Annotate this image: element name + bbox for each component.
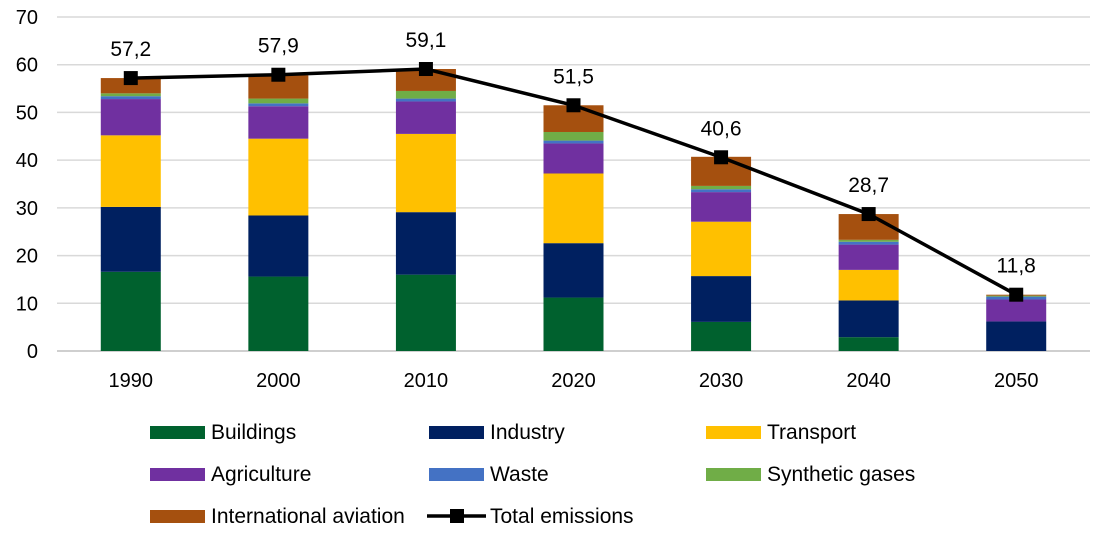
- legend-swatch: [150, 426, 205, 439]
- legend-label: Transport: [767, 421, 856, 444]
- bar-segment: [100, 271, 161, 351]
- total-emissions-point: [714, 150, 729, 165]
- legend-label: Agriculture: [211, 463, 311, 486]
- bar-segment: [100, 206, 161, 272]
- bar-segment: [691, 189, 752, 193]
- x-tick-label: 2010: [404, 370, 449, 392]
- bar-segment: [691, 192, 752, 222]
- data-label: 28,7: [848, 174, 889, 197]
- legend-swatch: [429, 468, 484, 481]
- bar-segment: [691, 276, 752, 322]
- y-tick-label: 20: [16, 246, 38, 268]
- x-tick-label: 2040: [846, 370, 891, 392]
- data-label: 57,2: [110, 38, 151, 61]
- legend-label: International aviation: [211, 505, 405, 528]
- stacked-bars: [100, 69, 1047, 351]
- legend-swatch: [706, 426, 761, 439]
- total-emissions-point: [123, 71, 138, 86]
- bar-segment: [838, 239, 899, 242]
- total-emissions-point: [566, 98, 581, 113]
- legend-swatch: [150, 468, 205, 481]
- x-tick-label: 2020: [551, 370, 596, 392]
- total-emissions-point: [271, 67, 286, 82]
- legend-label: Synthetic gases: [767, 463, 915, 486]
- legend-marker: [450, 509, 464, 523]
- bar-segment: [248, 103, 309, 107]
- x-tick-label: 2030: [699, 370, 744, 392]
- bar-segment: [543, 140, 604, 144]
- bar-segment: [838, 241, 899, 245]
- bar-segment: [838, 244, 899, 270]
- y-tick-label: 0: [27, 341, 38, 363]
- x-tick-label: 2050: [994, 370, 1039, 392]
- legend-swatch: [706, 468, 761, 481]
- bar-segment: [543, 131, 604, 141]
- y-tick-label: 60: [16, 55, 38, 77]
- x-axis: 1990 2000 2010 2020 2030 2040 2050: [109, 370, 1039, 392]
- data-label: 40,6: [701, 117, 742, 140]
- bar-segment: [543, 143, 604, 174]
- total-emissions-point: [1009, 287, 1024, 302]
- bar-segment: [543, 243, 604, 298]
- bar-segment: [838, 337, 899, 351]
- bar-segment: [543, 173, 604, 244]
- data-labels: 57,2 57,9 59,1 51,5 40,6 28,7 11,8: [110, 29, 1036, 278]
- bar-segment: [248, 98, 309, 104]
- bar-segment: [691, 185, 752, 190]
- bar-segment: [100, 135, 161, 207]
- y-axis: 0 10 20 30 40 50 60 70: [16, 7, 38, 363]
- bar-segment: [838, 269, 899, 301]
- total-emissions-point: [861, 207, 876, 222]
- bar-segment: [395, 101, 456, 134]
- bar-segment: [100, 99, 161, 136]
- data-label: 57,9: [258, 35, 299, 58]
- bar-segment: [395, 90, 456, 99]
- total-emissions-line: [123, 62, 1024, 302]
- legend-label: Buildings: [211, 421, 296, 444]
- y-tick-label: 30: [16, 198, 38, 220]
- bar-segment: [100, 93, 161, 97]
- bar-segment: [395, 133, 456, 213]
- legend-label: Industry: [490, 421, 565, 444]
- bar-segment: [248, 106, 309, 139]
- x-tick-label: 2000: [256, 370, 301, 392]
- bar-segment: [395, 274, 456, 351]
- bar-segment: [395, 98, 456, 102]
- data-label: 11,8: [997, 255, 1036, 278]
- bar-segment: [248, 75, 309, 99]
- legend-label: Total emissions: [490, 505, 634, 528]
- bar-segment: [248, 276, 309, 351]
- bar-segment: [986, 299, 1047, 322]
- y-tick-label: 50: [16, 102, 38, 124]
- y-tick-label: 10: [16, 293, 38, 315]
- legend-swatch: [150, 510, 205, 523]
- bar-segment: [691, 321, 752, 351]
- bar-segment: [248, 138, 309, 216]
- bar-segment: [395, 212, 456, 275]
- data-label: 59,1: [405, 29, 446, 52]
- data-label: 51,5: [553, 65, 594, 88]
- y-tick-label: 40: [16, 150, 38, 172]
- legend-swatch: [429, 426, 484, 439]
- y-tick-label: 70: [16, 7, 38, 29]
- legend: Buildings Industry Transport Agriculture Was…: [150, 421, 915, 528]
- bar-segment: [691, 221, 752, 277]
- legend-label: Waste: [490, 463, 549, 486]
- bar-segment: [100, 96, 161, 100]
- bar-segment: [248, 215, 309, 277]
- x-tick-label: 1990: [109, 370, 154, 392]
- total-emissions-point: [418, 62, 433, 77]
- bar-segment: [543, 297, 604, 351]
- bar-segment: [986, 321, 1047, 351]
- bar-segment: [100, 78, 161, 94]
- bar-segment: [838, 300, 899, 338]
